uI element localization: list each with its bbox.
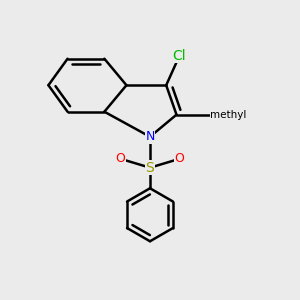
Text: O: O xyxy=(116,152,125,165)
Text: N: N xyxy=(145,130,155,143)
Text: O: O xyxy=(175,152,184,165)
Text: methyl: methyl xyxy=(210,110,247,120)
Text: Cl: Cl xyxy=(172,49,186,63)
Text: S: S xyxy=(146,161,154,175)
